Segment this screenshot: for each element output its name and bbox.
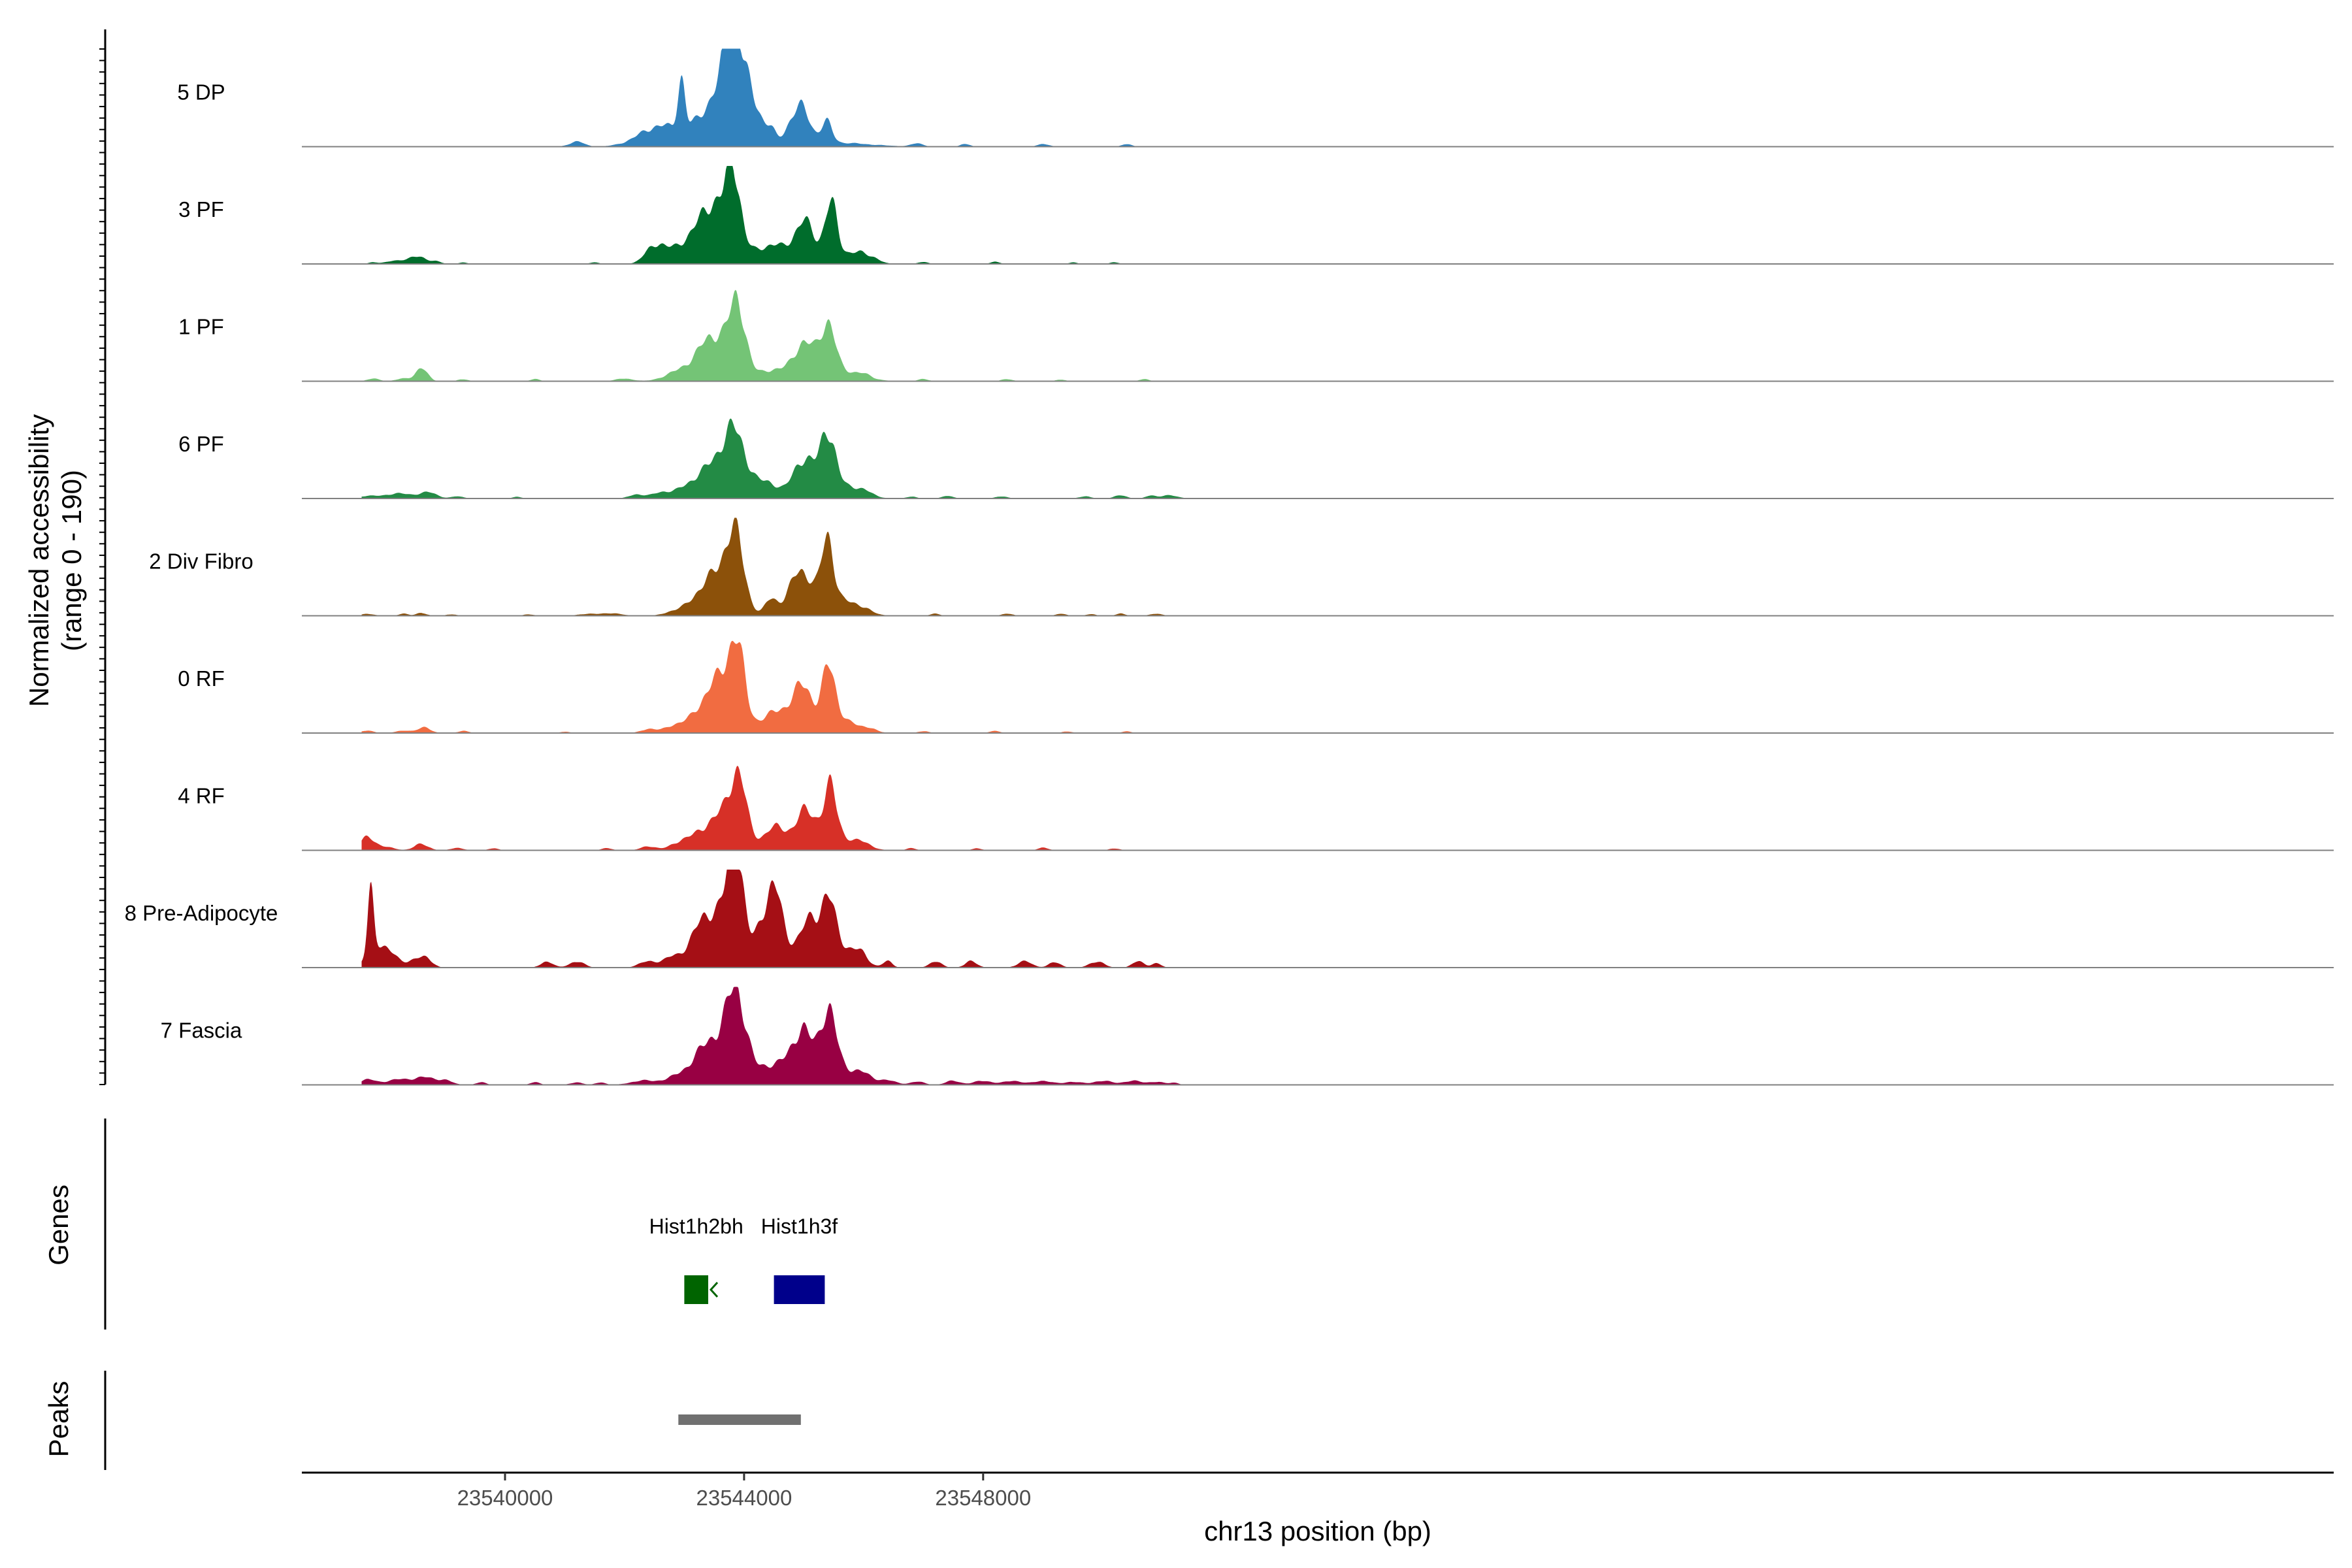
coverage-area-4 — [361, 517, 1186, 616]
peak-region-0 — [678, 1414, 801, 1425]
coverage-area-7 — [361, 870, 1186, 968]
track-label-0: 5 DP — [177, 80, 225, 105]
coverage-area-6 — [361, 766, 1186, 851]
coverage-area-2 — [361, 289, 1186, 382]
coverage-area-8 — [361, 987, 1186, 1085]
track-label-4: 2 Div Fibro — [149, 549, 253, 574]
coverage-area-3 — [361, 418, 1186, 498]
track-label-7: 8 Pre-Adipocyte — [125, 901, 278, 925]
coverage-area-0 — [361, 48, 1186, 147]
gene-label-1: Hist1h3f — [761, 1215, 838, 1238]
gene-body-1 — [774, 1275, 825, 1304]
gene-strand-arrow-0 — [709, 1281, 719, 1298]
y-axis-title: Normalized accessibility — [24, 414, 54, 707]
track-label-8: 7 Fascia — [161, 1019, 242, 1043]
track-label-3: 6 PF — [178, 432, 224, 456]
track-label-5: 0 RF — [178, 666, 225, 691]
peaks-track-label: Peaks — [43, 1381, 74, 1458]
x-tick-label-2: 23548000 — [935, 1486, 1031, 1510]
genes-track-label: Genes — [43, 1184, 74, 1266]
track-label-2: 1 PF — [178, 315, 224, 339]
x-tick-label-1: 23544000 — [696, 1486, 792, 1510]
x-axis-title: chr13 position (bp) — [1204, 1516, 1431, 1546]
gene-label-0: Hist1h2bh — [649, 1215, 743, 1238]
x-tick-label-0: 23540000 — [457, 1486, 553, 1510]
coverage-area-1 — [361, 166, 1186, 264]
coverage-area-5 — [361, 640, 1186, 733]
track-label-1: 3 PF — [178, 197, 224, 221]
gene-body-0 — [684, 1275, 708, 1304]
y-axis-subtitle: (range 0 - 190) — [56, 470, 87, 651]
track-label-6: 4 RF — [178, 784, 225, 808]
